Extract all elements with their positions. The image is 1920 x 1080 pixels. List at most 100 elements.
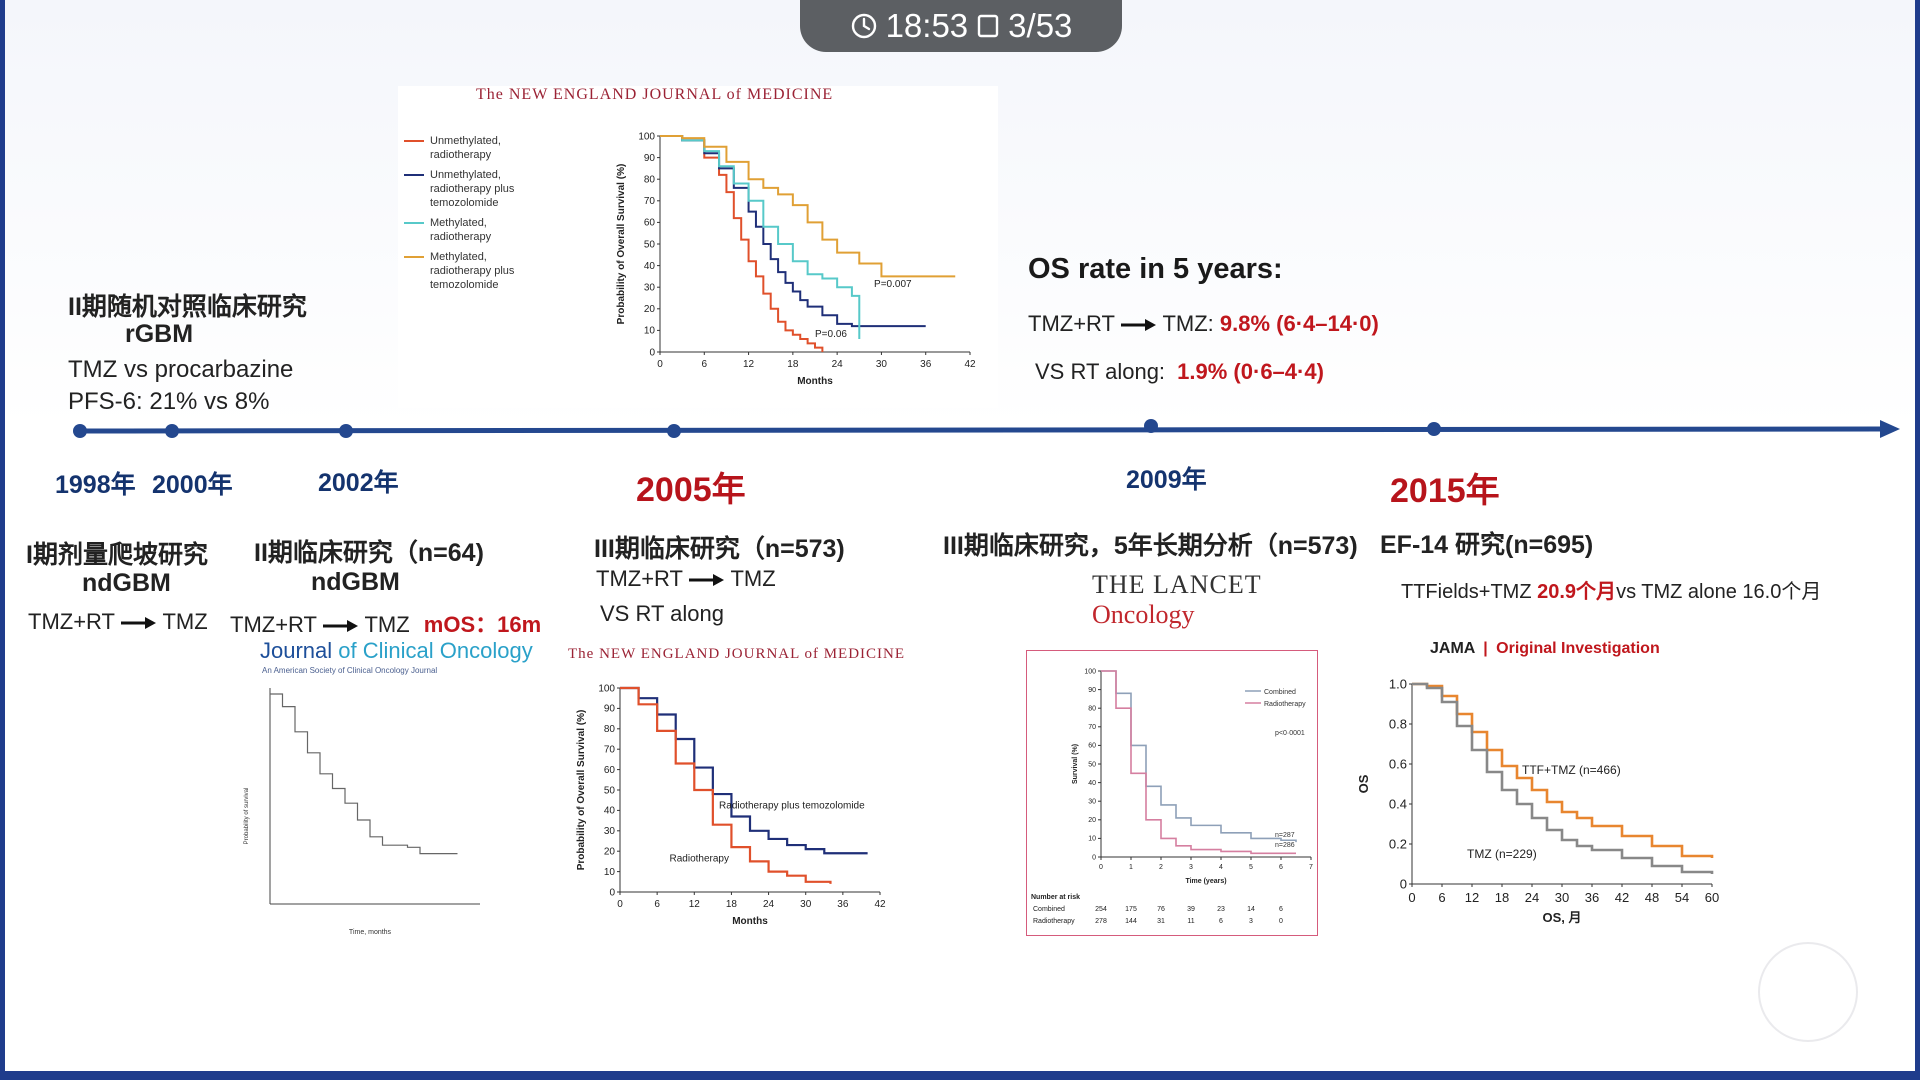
jama-label: Original Investigation	[1496, 640, 1660, 657]
legend-label: Unmethylated, radiotherapy	[430, 135, 501, 161]
study-2002-subtitle: ndGBM	[311, 568, 400, 596]
risk-row-value: 278	[1095, 918, 1107, 925]
lancet-figure: 0 1 2 3 4 5 6 7 0 10 20 30 40 50 60 70 80 90 100 Time (year…	[1026, 650, 1318, 936]
x-tick-label: 24	[1525, 890, 1539, 905]
y-tick-label: 100	[598, 683, 615, 694]
os-rate-title: OS rate in 5 years:	[1028, 253, 1283, 285]
y-tick-label: 90	[1088, 687, 1096, 694]
x-tick-label: 4	[1219, 864, 1223, 871]
series-label: TTF+TMZ (n=466)	[1522, 763, 1621, 777]
x-tick-label: 36	[1585, 890, 1599, 905]
y-axis-label: Probability of Overall Survival (%)	[616, 164, 627, 325]
series-label: Radiotherapy	[670, 853, 729, 864]
arrow-right-icon	[688, 574, 724, 587]
y-tick-label: 40	[1088, 780, 1096, 787]
rgbm-study-subtitle: rGBM	[125, 320, 194, 348]
y-tick-label: 0	[1092, 854, 1096, 861]
series-label: Radiotherapy plus temozolomide	[719, 800, 865, 811]
presentation-status-bar: 18:53 3/53	[800, 0, 1122, 52]
x-tick-label: 12	[1465, 890, 1479, 905]
arrow-right-icon	[120, 617, 156, 630]
risk-row-value: 39	[1187, 906, 1195, 913]
jco-figure: Journal of Clinical Oncology An American…	[240, 638, 533, 944]
study-2015-result: TTFields+TMZ 20.9个月vs TMZ alone 16.0个月	[1401, 575, 1821, 604]
y-axis-label: OS	[1356, 774, 1371, 793]
y-tick-label: 80	[644, 175, 656, 186]
y-tick-label: 10	[1088, 836, 1096, 843]
os-rate-line-1: TMZ+RT TMZ: 9.8% (6·4–14·0)	[1028, 311, 1379, 337]
nejm-2005-survival-chart: 0 6 12 18 24 30 36 42 0 10 20 30 40 50 60 70 80 90 100 Mont…	[576, 683, 886, 927]
legend-item: Unmethylated, radiotherapy	[404, 134, 524, 162]
nejm-2005-figure: The NEW ENGLAND JOURNAL of MEDICINE 0 6 12…	[562, 640, 932, 940]
y-tick-label: 70	[644, 196, 656, 207]
clock-time: 18:53	[885, 7, 969, 44]
x-tick-label: 42	[874, 899, 886, 910]
y-tick-label: 80	[1088, 706, 1096, 713]
series-line-1	[620, 686, 832, 884]
y-tick-label: 20	[1088, 817, 1096, 824]
x-tick-label: 42	[964, 359, 976, 370]
jco-survival-curve	[270, 693, 458, 855]
regimen-right: TMZ	[162, 609, 208, 634]
risk-row-value: 6	[1219, 918, 1223, 925]
annotation: n=286	[1275, 842, 1295, 849]
os-line1-right: TMZ:	[1162, 311, 1214, 336]
regimen-left: TMZ+RT	[596, 566, 683, 591]
p-value-annotation: P=0.007	[874, 279, 912, 290]
legend-label: Unmethylated, radiotherapy plus temozolomi…	[430, 169, 515, 209]
y-tick-label: 0.2	[1389, 836, 1407, 851]
y-tick-label: 1.0	[1389, 676, 1407, 691]
x-tick-label: 6	[702, 359, 708, 370]
timeline-dot	[667, 424, 681, 438]
result-part-a: TTFields+TMZ	[1401, 581, 1538, 603]
legend-item: Methylated, radiotherapy	[404, 216, 524, 244]
risk-row-value: 3	[1249, 918, 1253, 925]
y-tick-label: 90	[644, 153, 656, 164]
nejm-top-journal-name: The NEW ENGLAND JOURNAL of MEDICINE	[476, 86, 834, 103]
y-tick-label: 30	[644, 283, 656, 294]
y-tick-label: 60	[644, 218, 656, 229]
lancet-journal-name: THE LANCET	[1092, 570, 1262, 599]
series-line-1	[1101, 670, 1296, 855]
y-tick-label: 70	[604, 745, 616, 756]
study-2005-comparator: VS RT along	[600, 601, 724, 626]
x-tick-label: 42	[1615, 890, 1629, 905]
legend-swatch	[404, 140, 424, 142]
os-rate-line-2: VS RT along: 1.9% (0·6–4·4)	[1035, 359, 1324, 385]
x-tick-label: 0	[1408, 890, 1415, 905]
y-tick-label: 40	[604, 806, 616, 817]
risk-row-value: 14	[1247, 906, 1255, 913]
regimen-left: TMZ+RT	[28, 609, 115, 634]
x-tick-label: 1	[1129, 864, 1133, 871]
x-tick-label: 60	[1705, 890, 1719, 905]
year-2002: 2002年	[318, 469, 399, 497]
x-axis-label: OS, 月	[1542, 910, 1581, 925]
risk-row-name: Combined	[1033, 906, 1065, 913]
year-2009: 2009年	[1126, 466, 1207, 494]
jama-survival-chart: 0 6 12 18 24 30 36 42 48 54 60 0 0.2 0.4 0.6 0.8 1.0 OS, …	[1356, 676, 1719, 925]
legend-swatch	[404, 256, 424, 258]
year-1998: 1998年	[55, 471, 136, 499]
x-tick-label: 18	[726, 899, 738, 910]
risk-row-name: Radiotherapy	[1033, 918, 1075, 925]
risk-row-value: 76	[1157, 906, 1165, 913]
y-tick-label: 40	[644, 261, 656, 272]
year-2005: 2005年	[636, 471, 746, 509]
jama-sep: |	[1483, 640, 1488, 657]
annotation: p<0·0001	[1275, 730, 1305, 737]
risk-table-title: Number at risk	[1031, 894, 1080, 901]
risk-row-value: 144	[1125, 918, 1137, 925]
legend-label: Radiotherapy	[1264, 701, 1306, 708]
y-tick-label: 0.6	[1389, 756, 1407, 771]
x-tick-label: 30	[800, 899, 812, 910]
legend-swatch	[404, 222, 424, 224]
watermark-logo	[1758, 942, 1858, 1042]
regimen-right: TMZ	[364, 612, 410, 637]
jco-ylabel: Probability of survival	[244, 788, 250, 845]
risk-row-value: 23	[1217, 906, 1225, 913]
study-2005-regimen: TMZ+RT TMZ	[596, 566, 776, 592]
x-axis-label: Months	[732, 916, 768, 927]
series-line-0	[660, 135, 824, 352]
x-tick-label: 0	[617, 899, 623, 910]
